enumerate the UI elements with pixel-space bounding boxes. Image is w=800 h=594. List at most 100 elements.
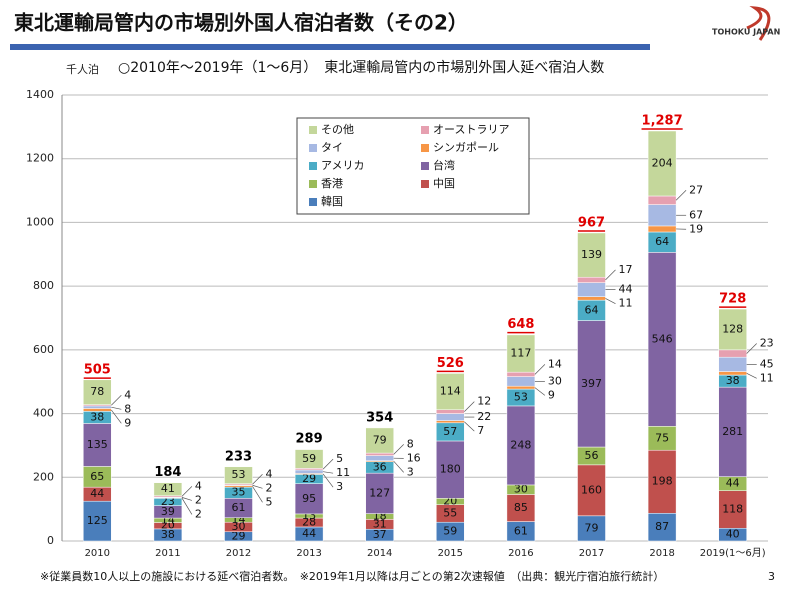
- legend-label: アメリカ: [321, 159, 364, 172]
- data-label: 2: [195, 493, 202, 506]
- bar-segment: [648, 226, 676, 232]
- data-label: 2: [266, 481, 273, 494]
- bar-segment: [719, 372, 747, 376]
- total-label: 1,287: [642, 113, 683, 128]
- y-tick-label: 800: [33, 279, 54, 292]
- data-label: 85: [514, 501, 528, 514]
- data-label: 11: [619, 297, 633, 310]
- logo-text: TOHOKU JAPAN: [712, 28, 780, 37]
- legend-label: シンガポール: [433, 141, 499, 154]
- y-tick-label: 200: [33, 470, 54, 483]
- data-label: 38: [726, 374, 740, 387]
- data-label: 7: [477, 424, 484, 437]
- data-label: 139: [581, 248, 602, 261]
- leader-line: [182, 486, 192, 496]
- x-tick-label: 2013: [296, 548, 321, 559]
- bar-segment: [436, 410, 464, 414]
- page-number: 3: [768, 570, 775, 583]
- legend-swatch: [421, 162, 429, 170]
- bar-segment: [719, 350, 747, 357]
- data-label: 3: [336, 480, 343, 493]
- x-tick-label: 2018: [649, 548, 674, 559]
- x-tick-label: 2017: [579, 548, 604, 559]
- x-tick-label: 2019(1～6月): [700, 547, 766, 559]
- leader-line: [747, 373, 757, 378]
- data-label: 4: [195, 479, 202, 492]
- bar-segment: [507, 386, 535, 389]
- data-label: 55: [443, 506, 457, 519]
- data-label: 22: [477, 410, 491, 423]
- y-tick-label: 400: [33, 407, 54, 420]
- slide-title: 東北運輸局管内の市場別外国人宿泊者数（その2）: [14, 11, 468, 35]
- legend-label: 台湾: [433, 158, 455, 172]
- data-label: 8: [407, 437, 414, 450]
- data-label: 40: [726, 528, 740, 541]
- y-tick-label: 1400: [26, 88, 54, 101]
- bar-segment: [578, 297, 606, 301]
- legend-label: 韓国: [321, 195, 343, 208]
- leader-line: [111, 407, 121, 409]
- title-underline: [10, 44, 650, 50]
- bar-segment: [719, 357, 747, 371]
- leader-line: [606, 298, 616, 303]
- leader-line: [747, 344, 757, 354]
- data-label: 59: [443, 525, 457, 538]
- data-label: 160: [581, 483, 602, 496]
- total-label: 505: [84, 363, 111, 378]
- legend-label: 香港: [321, 177, 343, 190]
- leader-line: [323, 472, 333, 473]
- data-label: 95: [302, 492, 316, 505]
- legend-swatch: [309, 144, 317, 152]
- total-label: 967: [578, 215, 605, 230]
- legend-swatch: [309, 126, 317, 134]
- leader-line: [535, 388, 545, 396]
- data-label: 78: [90, 385, 104, 398]
- bar-segment: [578, 283, 606, 297]
- total-label: 648: [507, 317, 534, 332]
- data-label: 75: [655, 431, 669, 444]
- data-label: 4: [124, 388, 131, 401]
- data-label: 53: [232, 468, 246, 481]
- total-label: 728: [719, 292, 746, 307]
- data-label: 59: [302, 452, 316, 465]
- data-label: 135: [87, 438, 108, 451]
- data-label: 65: [90, 470, 104, 483]
- total-label: 289: [296, 431, 323, 446]
- data-label: 180: [440, 463, 461, 476]
- footnote: ※従業員数10人以上の施設における延べ宿泊者数。 ※2019年1月以降は月ごとの…: [40, 569, 664, 583]
- bar-segment: [507, 377, 535, 387]
- total-label: 354: [366, 411, 393, 426]
- legend-label: 中国: [433, 177, 455, 190]
- data-label: 5: [266, 495, 273, 508]
- leader-line: [676, 190, 686, 200]
- leader-line: [111, 410, 121, 423]
- data-label: 27: [689, 183, 703, 196]
- data-label: 67: [689, 208, 703, 221]
- data-label: 61: [232, 501, 246, 514]
- data-label: 30: [548, 374, 562, 387]
- data-label: 117: [510, 347, 531, 360]
- legend-label: タイ: [321, 141, 343, 154]
- bar-segment: [578, 277, 606, 282]
- bar-segment: [83, 408, 111, 411]
- bar-segment: [295, 470, 323, 474]
- data-label: 114: [440, 385, 461, 398]
- leader-line: [394, 461, 404, 472]
- total-label: 233: [225, 449, 252, 464]
- data-label: 3: [407, 465, 414, 478]
- chart-title: ○2010年～2019年（1～6月） 東北運輸局管内の市場別外国人延べ宿泊人数: [118, 59, 604, 76]
- y-tick-label: 0: [47, 534, 54, 547]
- data-label: 17: [619, 263, 633, 276]
- data-label: 4: [266, 467, 273, 480]
- data-label: 5: [336, 452, 343, 465]
- y-tick-label: 1000: [26, 215, 54, 228]
- total-label: 526: [437, 356, 464, 371]
- data-label: 44: [619, 283, 633, 296]
- bar-segment: [436, 414, 464, 421]
- legend-label: その他: [321, 123, 354, 136]
- legend-swatch: [421, 126, 429, 134]
- data-label: 127: [369, 486, 390, 499]
- bar-segment: [648, 196, 676, 205]
- data-label: 118: [722, 502, 743, 515]
